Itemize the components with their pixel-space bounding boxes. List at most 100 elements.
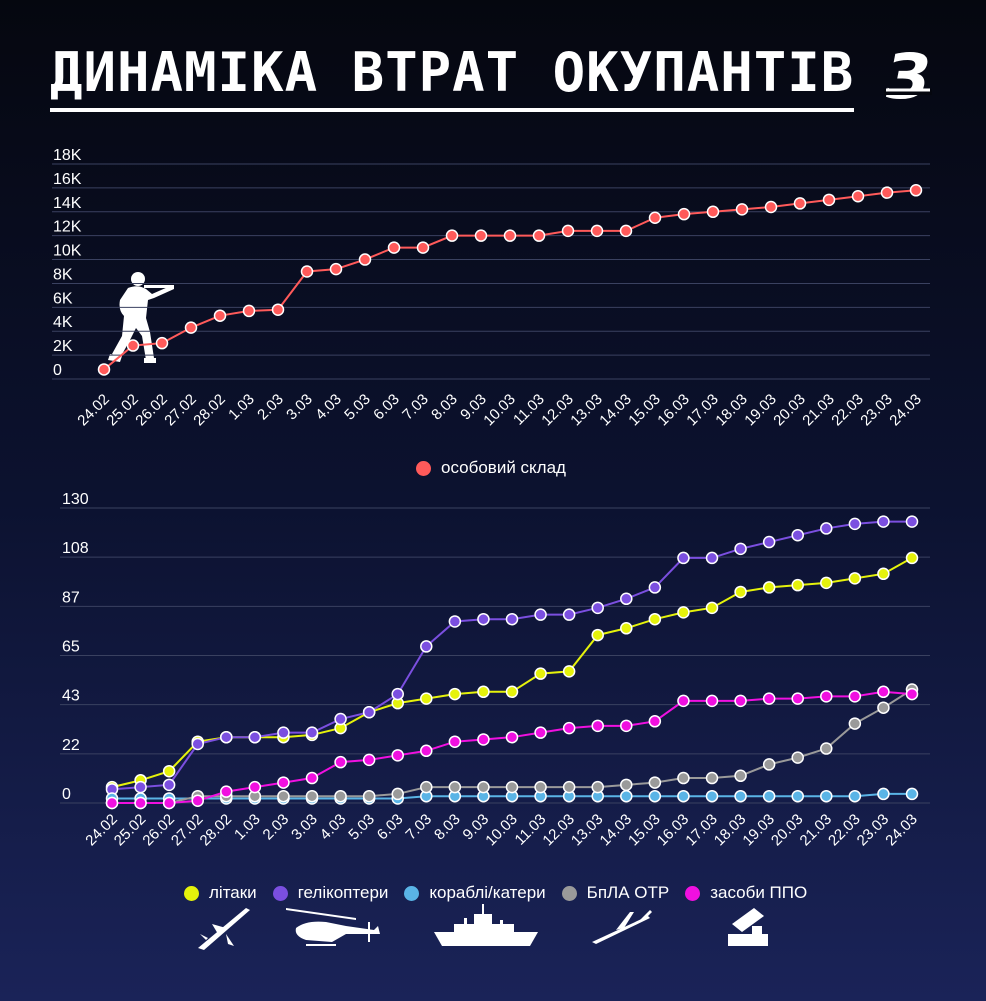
data-point xyxy=(734,694,747,708)
x-tick-label: 3.03 xyxy=(288,811,321,844)
x-tick-label: 28.02 xyxy=(190,391,229,430)
data-point xyxy=(562,608,576,621)
data-point xyxy=(561,224,575,238)
x-tick-label: 27.02 xyxy=(168,811,207,850)
data-point xyxy=(734,542,747,556)
x-tick-label: 1.03 xyxy=(225,391,258,424)
data-point xyxy=(762,581,776,594)
data-point xyxy=(677,207,691,221)
data-point xyxy=(880,186,894,199)
y-tick-label: 0 xyxy=(53,362,62,379)
data-point xyxy=(416,241,430,254)
data-point xyxy=(877,567,890,581)
data-point xyxy=(705,771,719,785)
y-tick-label: 8K xyxy=(53,266,73,283)
data-point xyxy=(387,241,401,254)
data-point xyxy=(534,667,547,680)
data-point xyxy=(420,692,433,705)
data-point xyxy=(791,751,804,764)
data-point xyxy=(762,758,776,771)
data-point xyxy=(505,612,519,626)
data-point xyxy=(591,780,604,794)
data-point xyxy=(534,726,547,739)
data-point xyxy=(762,535,776,549)
x-tick-label: 14.03 xyxy=(596,391,635,430)
x-tick-label: 5.03 xyxy=(345,811,378,844)
data-point xyxy=(220,730,233,744)
x-tick-label: 18.03 xyxy=(711,811,750,850)
y-tick-label: 87 xyxy=(62,589,80,606)
legend-label: літаки xyxy=(209,883,257,902)
x-tick-label: 17.03 xyxy=(682,811,721,850)
legend-swatch xyxy=(561,885,577,901)
x-tick-label: 6.03 xyxy=(374,811,407,844)
data-point xyxy=(334,789,347,803)
data-point xyxy=(300,265,314,278)
equipment-losses-chart: 0 22 43 65 87 108 130 24.0225.0226.0227.0228.02… xyxy=(60,491,930,849)
data-point xyxy=(820,690,833,703)
data-point xyxy=(277,776,290,789)
legend-swatch xyxy=(272,885,288,901)
data-point xyxy=(591,628,604,642)
data-point xyxy=(909,184,923,197)
data-point xyxy=(505,685,519,699)
data-point xyxy=(677,694,690,708)
data-point xyxy=(820,522,833,535)
data-point xyxy=(477,733,490,746)
data-point xyxy=(848,572,862,585)
data-point xyxy=(848,517,862,531)
data-point xyxy=(532,229,546,242)
data-point xyxy=(184,321,198,334)
data-point xyxy=(905,687,919,701)
x-tick-label: 3.03 xyxy=(283,391,316,424)
logo-icon: З xyxy=(884,44,932,112)
data-point xyxy=(248,780,262,794)
x-tick-label: 28.02 xyxy=(197,811,236,850)
data-point xyxy=(420,640,433,653)
legend-swatch xyxy=(184,885,199,901)
data-point xyxy=(477,780,490,794)
data-point xyxy=(191,794,204,807)
x-tick-label: 27.02 xyxy=(161,391,200,430)
data-point xyxy=(562,721,576,735)
data-point xyxy=(420,744,433,758)
data-point xyxy=(734,585,747,599)
x-tick-label: 25.02 xyxy=(103,391,142,430)
data-point xyxy=(242,304,256,318)
data-point xyxy=(474,229,488,242)
data-point xyxy=(191,737,204,751)
x-tick-label: 8.03 xyxy=(428,391,461,424)
data-point xyxy=(391,749,404,762)
ship-silhouette-icon xyxy=(434,904,538,946)
x-tick-label: 24.03 xyxy=(882,811,921,850)
x-tick-label: 7.03 xyxy=(402,811,435,844)
data-point xyxy=(620,592,633,606)
data-point xyxy=(705,694,719,708)
soldier-silhouette-icon xyxy=(108,272,174,363)
y-tick-label: 14K xyxy=(53,195,82,212)
legend-label: особовий склад xyxy=(441,458,566,477)
x-tick-label: 2.03 xyxy=(254,391,287,424)
x-tick-label: 4.03 xyxy=(312,391,345,424)
x-tick-label: 25.02 xyxy=(111,811,150,850)
data-point xyxy=(677,771,690,785)
data-point xyxy=(677,789,690,803)
data-point xyxy=(905,787,919,801)
x-tick-label: 16.03 xyxy=(654,811,693,850)
data-point xyxy=(848,789,862,803)
data-point xyxy=(877,701,890,714)
data-point xyxy=(448,735,462,748)
legend-label: кораблі/катери xyxy=(429,883,546,902)
legend-item: особовий склад xyxy=(416,458,566,478)
y-tick-label: 22 xyxy=(62,737,80,754)
x-tick-label: 23.03 xyxy=(857,391,896,430)
data-point xyxy=(305,771,319,785)
data-point xyxy=(362,789,376,803)
data-point xyxy=(734,769,747,783)
x-tick-label: 4.03 xyxy=(317,811,350,844)
data-point xyxy=(334,712,347,726)
data-point xyxy=(820,576,833,590)
data-point xyxy=(329,262,343,276)
data-point xyxy=(822,193,836,207)
legend-label: гелікоптери xyxy=(297,883,389,902)
